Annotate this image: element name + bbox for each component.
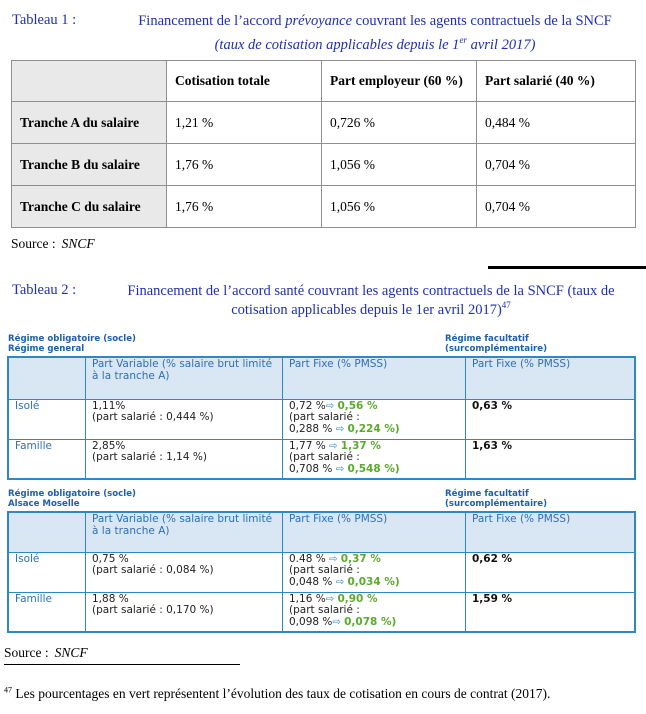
table-cell: 0,484 %: [476, 101, 636, 144]
table1-caption: Financement de l’accord prévoyance couvr…: [138, 13, 612, 53]
prevoyance-table: Cotisation totale Part employeur (60 %) …: [11, 60, 636, 228]
row-label: Tranche A du salaire: [11, 101, 167, 144]
footnote: 47 Les pourcentages en vert représentent…: [4, 686, 550, 702]
footnote-text: Les pourcentages en vert représentent l’…: [12, 686, 551, 701]
part-fixe-facultatif-cell: 1,63 %: [465, 438, 636, 480]
table-cell: 1,76 %: [166, 185, 322, 228]
table1-header-cell: [11, 60, 167, 102]
part-variable-cell: 1,11% (part salarié : 0,444 %): [85, 398, 283, 440]
arrow-right-icon: ⇨: [325, 593, 335, 605]
footnote-number: 47: [4, 685, 12, 695]
row-label: Isolé: [7, 551, 86, 593]
table1-header-cell: Cotisation totale: [166, 60, 322, 102]
table2-label: Tableau 2 :: [12, 282, 77, 298]
table2-header-cell: Part Fixe (% PMSS): [282, 511, 466, 553]
table1-header-row: Cotisation totale Part employeur (60 %) …: [11, 60, 636, 102]
table1-label: Tableau 1 :: [12, 12, 77, 28]
table2-header-cell: Part Fixe (% PMSS): [282, 356, 466, 400]
part-variable-cell: 2,85% (part salarié : 1,14 %): [85, 438, 283, 480]
table-cell: 0,704 %: [476, 185, 636, 228]
part-fixe-facultatif-cell: 0,63 %: [465, 398, 636, 440]
regime-facultatif-label: Régime facultatif (surcomplémentaire): [445, 489, 548, 509]
table2-header-cell: Part Variable (% salaire brut limité à l…: [85, 511, 283, 553]
table-cell: 0,726 %: [321, 101, 477, 144]
arrow-right-icon: ⇨: [325, 400, 335, 412]
table2-header-row: Part Variable (% salaire brut limité à l…: [7, 511, 636, 553]
table2-header-row: Part Variable (% salaire brut limité à l…: [7, 356, 636, 400]
part-variable-cell: 0,75 % (part salarié : 0,084 %): [85, 551, 283, 593]
table-cell: 1,056 %: [321, 143, 477, 186]
table1-header-cell: Part employeur (60 %): [321, 60, 477, 102]
part-fixe-facultatif-cell: 0,62 %: [465, 551, 636, 593]
part-variable-cell: 1,88 % (part salarié : 0,170 %): [85, 591, 283, 633]
row-label: Famille: [7, 591, 86, 633]
table-cell: 0,704 %: [476, 143, 636, 186]
table-row: Isolé 0,75 % (part salarié : 0,084 %) 0.…: [7, 551, 636, 593]
table2-caption: Financement de l’accord santé couvrant l…: [127, 283, 615, 318]
arrow-right-icon: ⇨: [335, 423, 345, 435]
table1-source: Source : SNCF: [11, 236, 95, 251]
table-row: Isolé 1,11% (part salarié : 0,444 %) 0,7…: [7, 398, 636, 440]
table-row: Tranche A du salaire 1,21 % 0,726 % 0,48…: [11, 101, 636, 144]
table-row: Famille 1,88 % (part salarié : 0,170 %) …: [7, 591, 636, 633]
table-cell: 1,21 %: [166, 101, 322, 144]
row-label: Famille: [7, 438, 86, 480]
part-fixe-cell: 1,16 %⇨ 0,90 % (part salarié : 0,098 %⇨ …: [282, 591, 466, 633]
table-row: Famille 2,85% (part salarié : 1,14 %) 1,…: [7, 438, 636, 480]
footnote-ref: 47: [501, 300, 511, 311]
table-row: Tranche B du salaire 1,76 % 1,056 % 0,70…: [11, 143, 636, 186]
row-label: Isolé: [7, 398, 86, 440]
table2-header-cell: [7, 511, 86, 553]
table-cell: 1,056 %: [321, 185, 477, 228]
table2-header-cell: Part Fixe (% PMSS): [465, 356, 636, 400]
table1-header-cell: Part salarié (40 %): [476, 60, 636, 102]
arrow-right-icon: ⇨: [332, 616, 341, 628]
arrow-right-icon: ⇨: [329, 440, 338, 452]
arrow-right-icon: ⇨: [335, 576, 345, 588]
row-label: Tranche C du salaire: [11, 185, 167, 228]
table2-source: Source : SNCF: [4, 645, 88, 660]
arrow-right-icon: ⇨: [329, 553, 338, 565]
table2-header-cell: [7, 356, 86, 400]
table-cell: 1,76 %: [166, 143, 322, 186]
table2-header-cell: Part Variable (% salaire brut limité à l…: [85, 356, 283, 400]
regime-obligatoire-label: Régime obligatoire (socle) Régime genera…: [8, 334, 136, 354]
part-fixe-facultatif-cell: 1,59 %: [465, 591, 636, 633]
regime-facultatif-label: Régime facultatif (surcomplémentaire): [445, 334, 548, 354]
divider-line: [488, 266, 646, 269]
row-label: Tranche B du salaire: [11, 143, 167, 186]
arrow-right-icon: ⇨: [335, 463, 345, 475]
footnote-separator: [4, 664, 240, 665]
part-fixe-cell: 0.48 % ⇨ 0,37 % (part salarié : 0,048 % …: [282, 551, 466, 593]
regime-obligatoire-label: Régime obligatoire (socle) Alsace Mosell…: [8, 489, 136, 509]
table2-header-cell: Part Fixe (% PMSS): [465, 511, 636, 553]
table-row: Tranche C du salaire 1,76 % 1,056 % 0,70…: [11, 185, 636, 228]
sante-regime-general-table: Part Variable (% salaire brut limité à l…: [7, 356, 636, 480]
sante-alsace-moselle-table: Part Variable (% salaire brut limité à l…: [7, 511, 636, 633]
part-fixe-cell: 0,72 %⇨ 0,56 % (part salarié : 0,288 % ⇨…: [282, 398, 466, 440]
part-fixe-cell: 1,77 % ⇨ 1,37 % (part salarié : 0,708 % …: [282, 438, 466, 480]
